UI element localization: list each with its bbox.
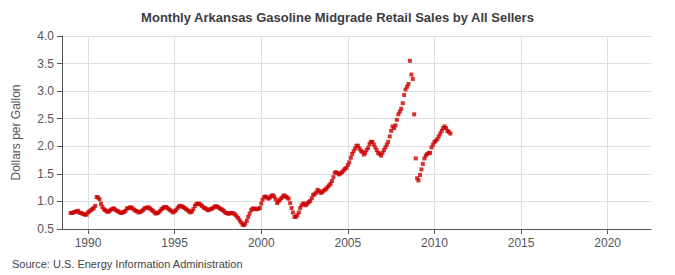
svg-text:1.5: 1.5 <box>37 167 54 181</box>
svg-text:1995: 1995 <box>161 236 188 250</box>
svg-text:1.0: 1.0 <box>37 194 54 208</box>
svg-text:4.0: 4.0 <box>37 29 54 43</box>
svg-text:0.5: 0.5 <box>37 222 54 236</box>
svg-text:1990: 1990 <box>75 236 102 250</box>
svg-text:3.0: 3.0 <box>37 84 54 98</box>
svg-text:2020: 2020 <box>594 236 621 250</box>
svg-text:2.5: 2.5 <box>37 112 54 126</box>
svg-text:Dollars per Gallon: Dollars per Gallon <box>9 84 23 180</box>
svg-text:2.0: 2.0 <box>37 139 54 153</box>
svg-text:2005: 2005 <box>334 236 361 250</box>
svg-text:Source: U.S. Energy Informatio: Source: U.S. Energy Information Administ… <box>12 258 243 270</box>
svg-text:2015: 2015 <box>508 236 535 250</box>
svg-text:Monthly Arkansas Gasoline Midg: Monthly Arkansas Gasoline Midgrade Retai… <box>141 10 534 25</box>
svg-text:2010: 2010 <box>421 236 448 250</box>
svg-text:2000: 2000 <box>248 236 275 250</box>
svg-text:3.5: 3.5 <box>37 57 54 71</box>
